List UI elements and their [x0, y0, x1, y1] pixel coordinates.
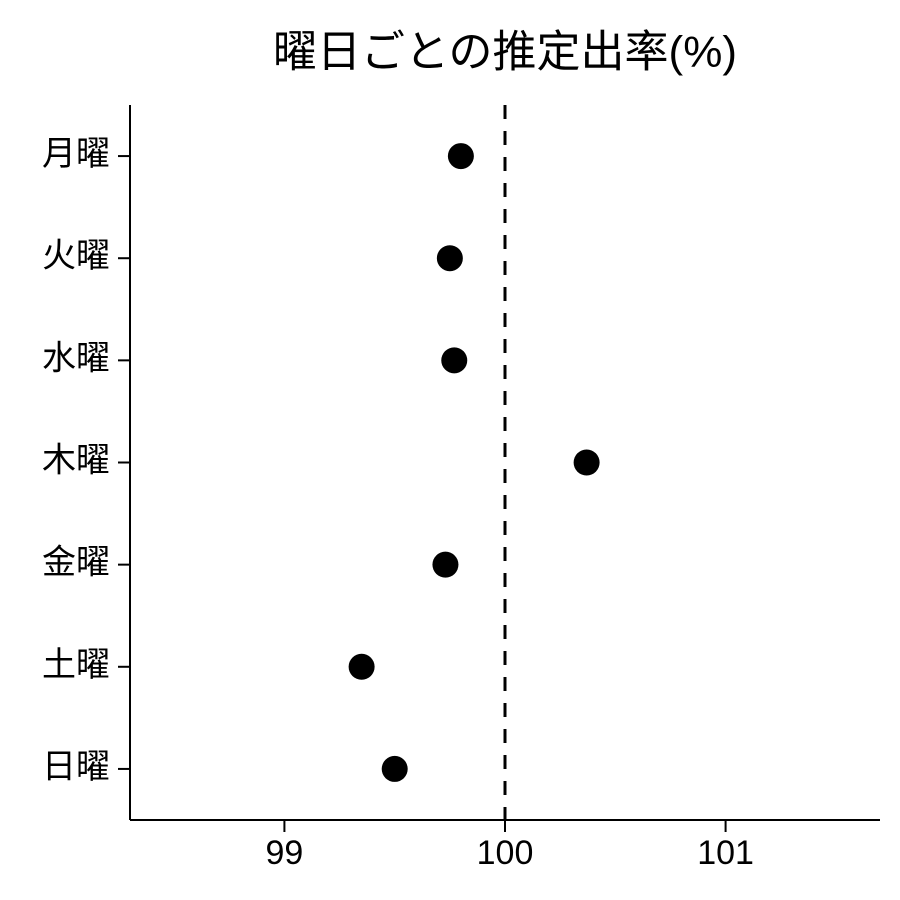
x-tick-label: 99 [265, 834, 303, 872]
y-tick-label: 火曜 [42, 237, 110, 275]
y-tick-label: 金曜 [42, 544, 110, 582]
y-tick-label: 日曜 [42, 748, 110, 786]
data-point [432, 552, 458, 578]
chart-container: 月曜火曜水曜木曜金曜土曜日曜 99 100 101 曜日ごとの推定出率(%) [0, 0, 900, 900]
chart-background [0, 0, 900, 900]
y-tick-label: 木曜 [42, 441, 110, 479]
chart-title: 曜日ごとの推定出率(%) [273, 28, 737, 77]
y-tick-label: 土曜 [42, 646, 110, 684]
data-point [574, 450, 600, 476]
dot-chart: 月曜火曜水曜木曜金曜土曜日曜 99 100 101 曜日ごとの推定出率(%) [0, 0, 900, 900]
y-tick-label: 月曜 [42, 135, 110, 173]
x-tick-label: 101 [697, 834, 754, 872]
data-point [382, 756, 408, 782]
x-tick-label: 100 [477, 834, 534, 872]
data-point [349, 654, 375, 680]
y-tick-label: 水曜 [42, 339, 110, 377]
data-point [441, 347, 467, 373]
data-point [437, 245, 463, 271]
data-point [448, 143, 474, 169]
